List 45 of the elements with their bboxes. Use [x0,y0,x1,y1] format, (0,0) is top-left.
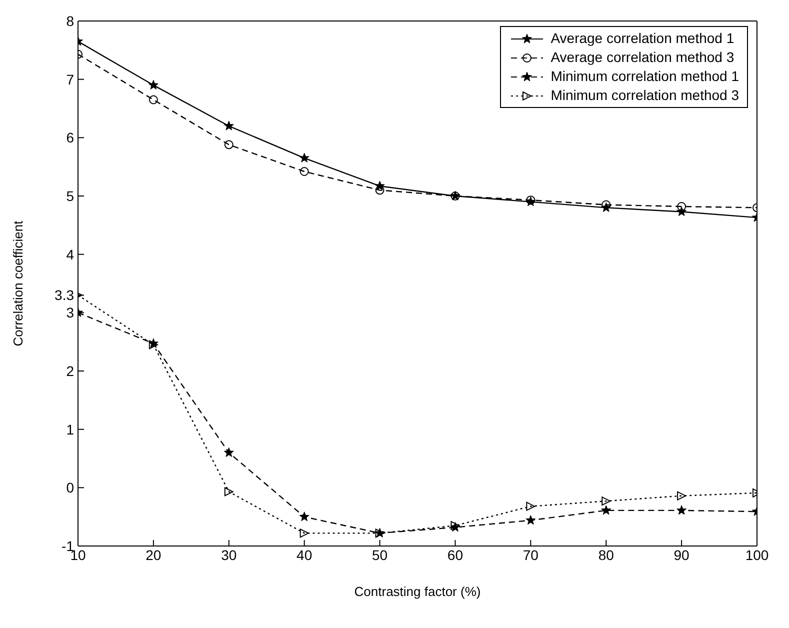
y-tick-label: 0 [66,480,74,496]
y-tick-label: 5 [66,188,74,204]
legend-label: Minimum correlation method 3 [550,86,739,105]
y-tick-label: 8 [66,12,74,29]
point [526,515,536,525]
y-axis-title: Correlation coefficient [10,220,26,346]
legend-label: Average correlation method 3 [550,48,734,67]
y-tick-label: 7 [66,71,74,88]
point [224,447,234,457]
x-tick-label: 50 [372,546,388,563]
x-axis-title: Contrasting factor (%) [354,584,481,599]
point [677,491,686,500]
point [300,528,309,538]
x-tick-label: 80 [598,546,614,563]
point [300,167,309,176]
point [676,505,687,515]
y-tick-label: 2 [66,362,74,379]
point [677,202,686,211]
point [224,487,234,496]
legend-label: Minimum correlation method 1 [550,67,739,86]
x-tick-label: 60 [447,546,464,563]
point [148,95,158,104]
point [375,186,384,195]
point [148,80,158,90]
point [224,140,234,150]
point [526,502,536,511]
x-tick-label: 10 [70,546,86,563]
point [299,512,310,522]
y-tick-label: 1 [66,421,74,438]
point [224,120,234,130]
point [602,200,611,210]
x-tick-label: 100 [745,546,769,563]
y-tick-label: 4 [66,246,74,262]
x-tick-label: 70 [522,546,539,563]
legend-label: Average correlation method 1 [550,29,734,48]
y-tick-label: 6 [66,130,74,146]
x-tick-label: 40 [296,546,312,563]
x-tick-label: 20 [146,546,162,563]
point [601,505,612,515]
y-tick-label: 3.3 [54,287,74,304]
y-tick-label: 3 [66,304,74,321]
x-tick-label: 30 [221,546,237,563]
point [602,496,611,506]
point [299,152,310,162]
x-tick-label: 90 [674,546,690,563]
